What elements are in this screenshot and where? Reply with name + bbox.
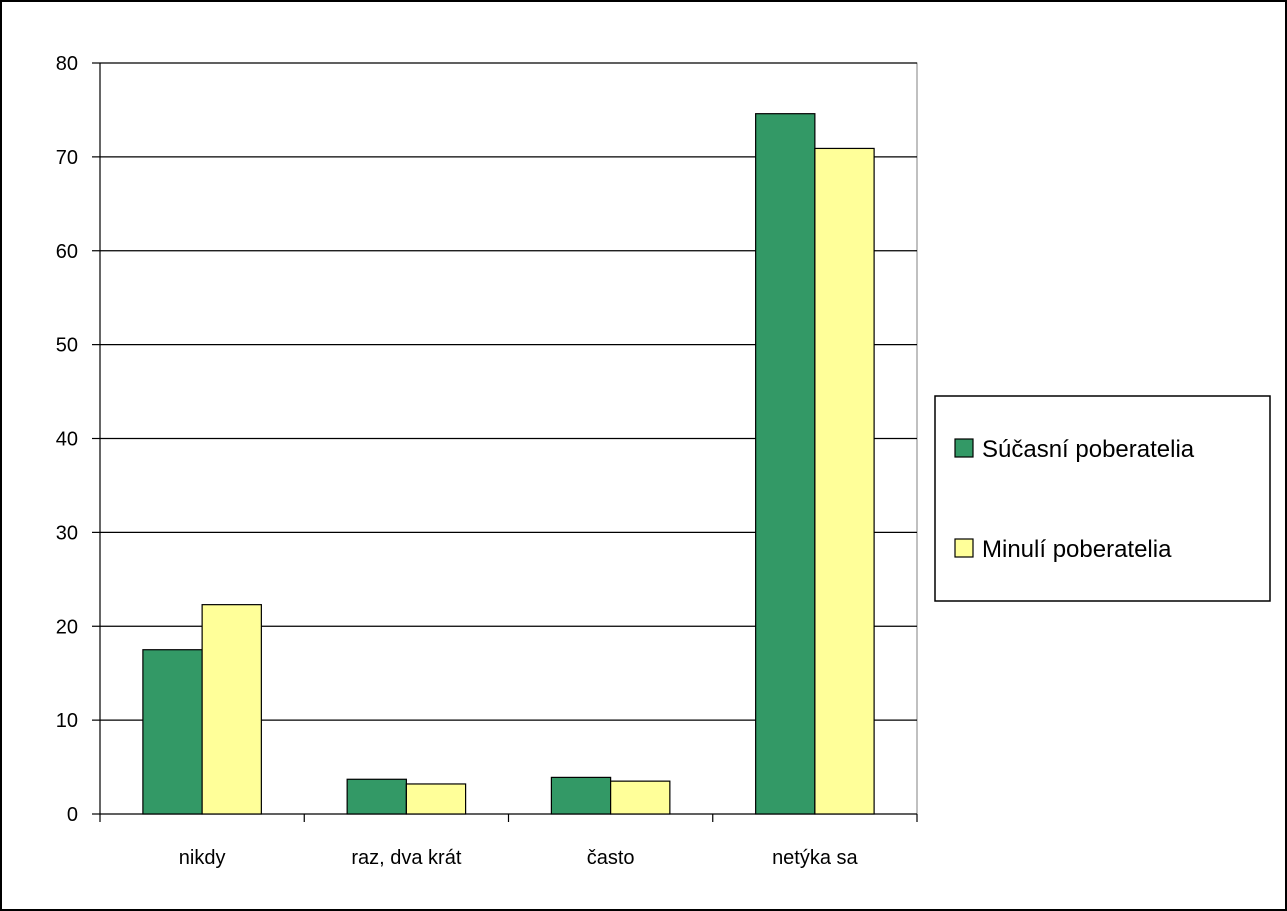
bar-past-3 (814, 147, 875, 815)
bar-current-0 (142, 649, 203, 815)
bar-current-2 (550, 776, 612, 815)
y-tick-label: 60 (56, 241, 78, 263)
y-tick-label: 30 (56, 522, 78, 544)
y-tick-label: 20 (56, 616, 78, 638)
y-tick-label: 80 (56, 53, 78, 75)
legend-swatch (954, 538, 974, 558)
x-tick-label: raz, dva krát (351, 847, 461, 869)
plot-area: 0 10 20 30 40 50 60 70 80 nikdy raz, dva krát často… (56, 53, 918, 869)
x-tick-label: nikdy (179, 847, 226, 869)
y-tick-label: 70 (56, 147, 78, 169)
bar-past-1 (405, 783, 467, 815)
legend-swatch (954, 438, 974, 458)
y-tick-label: 50 (56, 335, 78, 357)
legend: Súčasní poberatelia Minulí poberatelia (934, 395, 1271, 602)
y-tick-label: 40 (56, 429, 78, 451)
y-tick-label: 10 (56, 710, 78, 732)
bar-current-1 (346, 778, 407, 815)
legend-label: Minulí poberatelia (982, 536, 1172, 563)
x-tick-label: netýka sa (772, 847, 858, 869)
y-tick-label: 0 (67, 804, 78, 826)
legend-label: Súčasní poberatelia (982, 436, 1195, 463)
legend-box (934, 395, 1271, 602)
bar-past-2 (610, 780, 671, 815)
bar-current-3 (755, 113, 816, 815)
x-tick-label: často (587, 847, 635, 869)
bar-past-0 (201, 604, 262, 815)
